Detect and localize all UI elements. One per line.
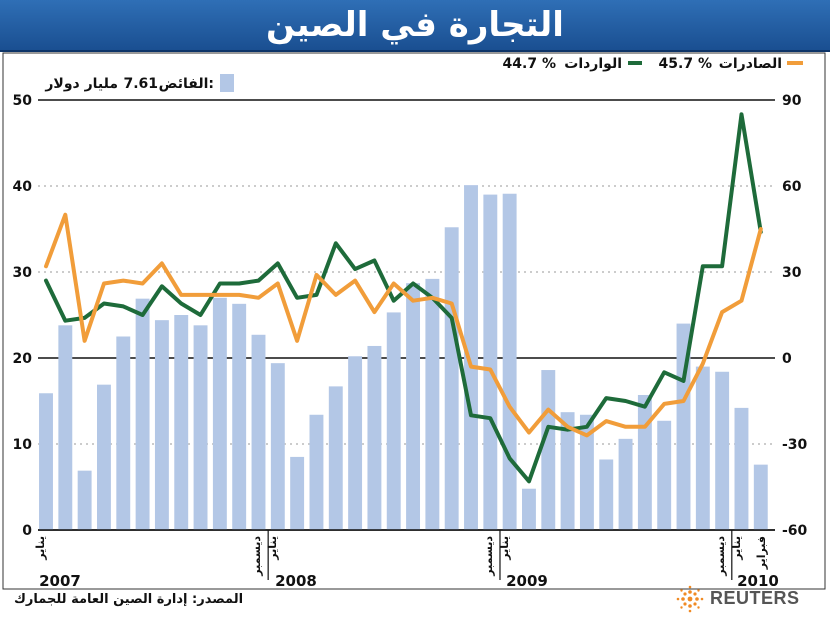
surplus-bar bbox=[270, 363, 285, 530]
surplus-legend-label: الفائض: bbox=[159, 76, 214, 92]
surplus-bar bbox=[734, 407, 749, 530]
year-label: 2008 bbox=[275, 572, 317, 590]
surplus-bar bbox=[695, 366, 710, 530]
surplus-bar bbox=[579, 414, 594, 530]
surplus-legend-unit: مليار دولار bbox=[44, 76, 118, 92]
month-label: ديسمبر bbox=[250, 536, 263, 577]
left-tick-label: 20 bbox=[13, 351, 33, 367]
surplus-bar bbox=[348, 356, 363, 530]
source-note: المصدر: إدارة الصين العامة للجمارك bbox=[14, 592, 244, 607]
imports-line bbox=[44, 112, 763, 484]
surplus-bar bbox=[232, 303, 247, 530]
imports-legend-label: الواردات bbox=[564, 56, 622, 72]
surplus-bar bbox=[541, 370, 556, 530]
right-tick-label: 90 bbox=[782, 93, 802, 109]
year-label: 2010 bbox=[737, 572, 779, 590]
reuters-logo-icon bbox=[676, 585, 704, 613]
month-label: ديسمبر bbox=[482, 536, 495, 577]
surplus-bar bbox=[328, 386, 343, 530]
month-label: يناير bbox=[730, 536, 743, 561]
exports-legend-label: الصادرات bbox=[719, 56, 782, 72]
left-tick-label: 10 bbox=[13, 437, 33, 453]
chart-frame bbox=[2, 52, 826, 590]
surplus-bar bbox=[193, 325, 208, 530]
surplus-bar bbox=[309, 414, 324, 530]
surplus-bar bbox=[154, 320, 169, 530]
surplus-bar bbox=[599, 459, 614, 530]
surplus-bar bbox=[522, 488, 536, 530]
surplus-bar bbox=[212, 297, 227, 530]
surplus-bar bbox=[77, 470, 92, 530]
right-tick-label: -60 bbox=[782, 523, 808, 539]
imports-legend-value: 44.7 % bbox=[503, 56, 556, 72]
month-label: فبراير bbox=[755, 536, 768, 570]
surplus-bar bbox=[367, 345, 382, 530]
surplus-bar bbox=[406, 283, 421, 530]
left-tick-label: 0 bbox=[22, 523, 32, 539]
left-tick-label: 40 bbox=[13, 179, 33, 195]
right-tick-label: 0 bbox=[782, 351, 792, 367]
left-tick-label: 30 bbox=[13, 265, 33, 281]
surplus-bar bbox=[753, 464, 768, 530]
surplus-bar bbox=[483, 194, 498, 530]
surplus-bar bbox=[637, 394, 652, 530]
exports-line bbox=[44, 212, 763, 438]
left-tick-label: 50 bbox=[13, 93, 33, 109]
surplus-bar bbox=[135, 298, 150, 530]
month-label: يناير bbox=[34, 536, 47, 561]
year-label: 2009 bbox=[506, 572, 548, 590]
surplus-bar bbox=[464, 185, 478, 530]
surplus-bar bbox=[174, 315, 189, 530]
chart-title: التجارة في الصين bbox=[266, 5, 564, 45]
chart-header: التجارة في الصين bbox=[0, 0, 830, 52]
month-label: ديسمبر bbox=[714, 536, 727, 577]
surplus-bar bbox=[715, 371, 730, 530]
exports-legend-value: 45.7 % bbox=[659, 56, 712, 72]
surplus-bar bbox=[618, 438, 633, 530]
surplus-bar bbox=[444, 227, 459, 530]
surplus-bar bbox=[97, 384, 111, 530]
surplus-bar bbox=[425, 278, 440, 530]
surplus-bar bbox=[39, 393, 53, 530]
surplus-bar bbox=[290, 456, 305, 530]
month-label: يناير bbox=[266, 536, 279, 561]
surplus-bar bbox=[502, 193, 517, 531]
surplus-bar bbox=[657, 420, 672, 530]
month-label: يناير bbox=[498, 536, 511, 561]
surplus-legend-swatch bbox=[220, 74, 234, 92]
year-label: 2007 bbox=[39, 572, 81, 590]
surplus-bar bbox=[116, 336, 131, 530]
surplus-bar bbox=[676, 323, 691, 530]
reuters-logo-text: REUTERS bbox=[710, 588, 800, 608]
right-tick-label: 60 bbox=[782, 179, 802, 195]
surplus-bar bbox=[58, 325, 73, 530]
surplus-bar bbox=[251, 334, 266, 530]
right-tick-label: 30 bbox=[782, 265, 802, 281]
right-tick-label: -30 bbox=[782, 437, 808, 453]
surplus-bar bbox=[386, 312, 401, 530]
surplus-legend-value: 7.61 bbox=[123, 76, 158, 92]
surplus-bar bbox=[560, 412, 575, 530]
